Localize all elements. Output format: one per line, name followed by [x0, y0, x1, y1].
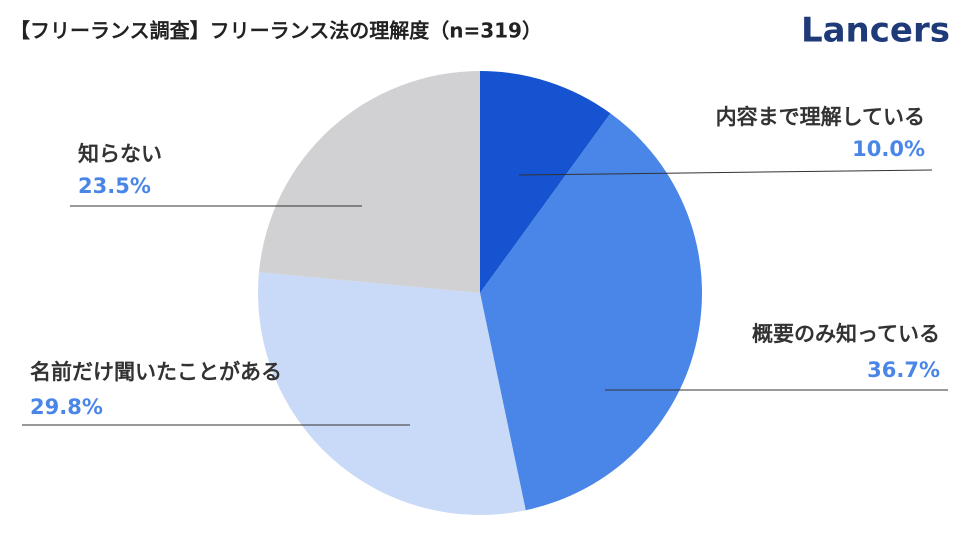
category-label: 内容まで理解している [716, 105, 925, 129]
chart-title: 【フリーランス調査】フリーランス法の理解度（n=319） [10, 19, 542, 43]
pie [258, 71, 703, 515]
pie-slice [480, 113, 703, 511]
value-label: 29.8% [30, 395, 103, 419]
category-label: 知らない [78, 142, 162, 166]
brand-logo: Lancers [801, 11, 950, 51]
category-label: 名前だけ聞いたことがある [30, 360, 282, 384]
labels: 内容まで理解している 10.0% 概要のみ知っている 36.7% 名前だけ聞いたことがあ… [22, 105, 948, 426]
leader-line [518, 169, 933, 176]
pie-slice [258, 71, 480, 293]
value-label: 10.0% [852, 137, 925, 161]
pie-slice [258, 272, 526, 515]
value-label: 36.7% [867, 358, 940, 382]
category-label: 概要のみ知っている [752, 322, 940, 346]
pie-slice [480, 71, 611, 293]
value-label: 23.5% [78, 174, 151, 198]
